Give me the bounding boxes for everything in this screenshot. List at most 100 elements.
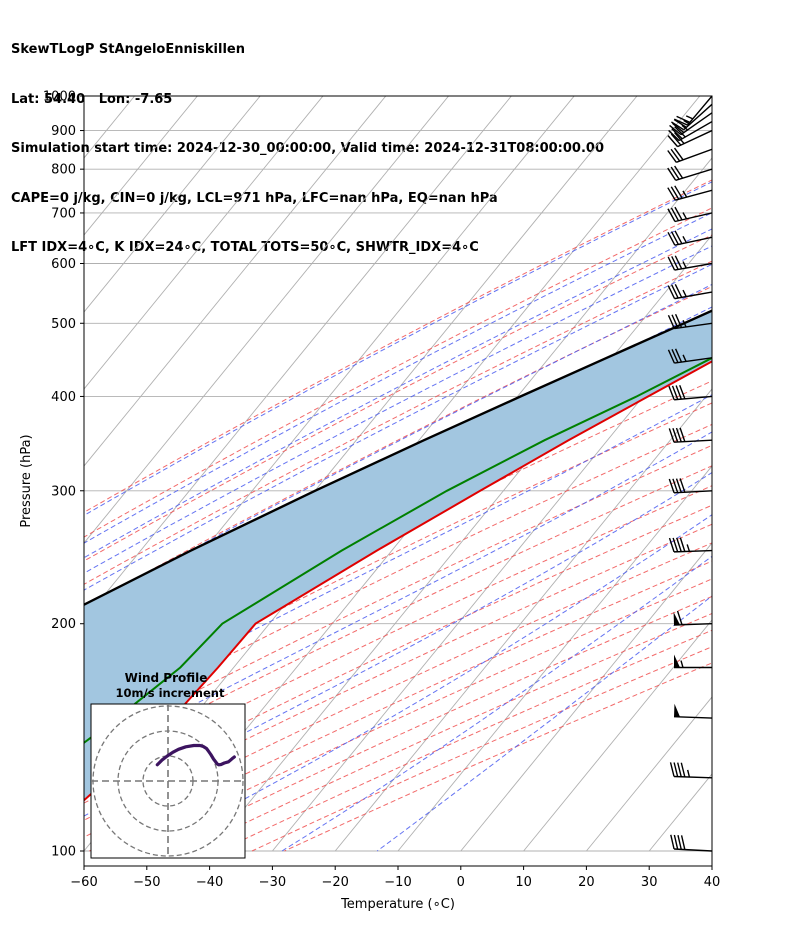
wind-barb-full bbox=[667, 349, 676, 364]
wind-barb-staff bbox=[675, 189, 712, 201]
dry-adiabat-line bbox=[84, 504, 712, 804]
wind-barb bbox=[673, 610, 712, 626]
y-tick-label: 700 bbox=[51, 206, 76, 221]
wind-barb bbox=[669, 112, 712, 136]
wind-barb-full bbox=[674, 126, 686, 138]
wind-barb bbox=[667, 348, 712, 364]
wind-barb-full bbox=[672, 537, 679, 552]
wind-barb-staff bbox=[673, 549, 712, 553]
wind-barb-full bbox=[677, 835, 682, 850]
y-tick-label: 600 bbox=[51, 257, 76, 272]
wind-barb-full bbox=[673, 118, 687, 128]
wind-barb-full bbox=[674, 255, 683, 270]
isotherm-line bbox=[397, 465, 712, 852]
wind-barb-full bbox=[670, 231, 679, 245]
wind-barb-staff bbox=[674, 395, 712, 401]
wind-barb-half bbox=[682, 235, 687, 244]
hodograph-title: Wind Profile bbox=[125, 671, 208, 685]
temperature-line bbox=[84, 360, 712, 802]
wind-barb bbox=[670, 834, 712, 852]
wind-barb-full bbox=[674, 165, 684, 179]
wind-barb-full bbox=[672, 478, 679, 493]
y-tick-label: 200 bbox=[51, 617, 76, 632]
wind-barb-full bbox=[668, 537, 675, 553]
cape-line: CAPE=0 j/kg, CIN=0 j/kg, LCL=971 hPa, LF… bbox=[11, 190, 498, 206]
moist-adiabat-line bbox=[84, 245, 712, 574]
wind-barb-staff bbox=[680, 112, 712, 136]
isotherm-line bbox=[334, 388, 712, 852]
isotherm-line bbox=[84, 96, 198, 236]
wind-barb bbox=[667, 206, 712, 223]
moist-adiabat-line bbox=[84, 471, 712, 817]
wind-barb-staff bbox=[676, 148, 712, 163]
wind-barb-half bbox=[682, 190, 688, 198]
wind-barb-staff bbox=[674, 848, 712, 852]
dry-adiabat-line bbox=[284, 662, 712, 852]
moist-adiabat-line bbox=[84, 228, 712, 559]
hodograph-trace bbox=[155, 743, 236, 767]
x-tick-label: −40 bbox=[196, 875, 223, 890]
wind-barb-full bbox=[676, 537, 682, 552]
wind-barb-full bbox=[668, 478, 675, 493]
wind-barb-full bbox=[673, 762, 679, 777]
wind-barb-full bbox=[679, 427, 686, 442]
wind-barb-full bbox=[668, 385, 675, 401]
hodograph-subtitle: 10m/s increment bbox=[116, 686, 225, 700]
x-tick-label: −20 bbox=[321, 875, 348, 890]
wind-barb-half bbox=[686, 544, 691, 552]
wind-barb-full bbox=[673, 118, 688, 126]
wind-barb-half bbox=[682, 354, 687, 362]
y-axis-label: Pressure (hPa) bbox=[19, 434, 34, 527]
isotherm-line bbox=[523, 619, 712, 852]
dry-adiabat-line bbox=[84, 402, 712, 712]
wind-barb-staff bbox=[674, 357, 712, 364]
wind-barbs bbox=[667, 96, 712, 852]
isotherm-line bbox=[586, 696, 712, 852]
wind-barb-full bbox=[672, 122, 685, 134]
wind-barb-staff bbox=[687, 96, 712, 126]
x-tick-label: −50 bbox=[133, 875, 160, 890]
wind-barb-half bbox=[682, 319, 687, 328]
cape-shading bbox=[84, 310, 712, 801]
wind-barb-full bbox=[667, 167, 677, 181]
wind-barb bbox=[667, 230, 712, 246]
wind-barb-staff bbox=[683, 103, 712, 131]
wind-barb-full bbox=[670, 207, 680, 222]
wind-barb-full bbox=[675, 427, 682, 443]
mixing-ratio-line bbox=[733, 80, 794, 264]
wind-barb-full bbox=[670, 186, 680, 200]
wind-barb-half bbox=[686, 769, 691, 778]
wind-barb-full bbox=[667, 187, 676, 201]
wind-barb-full bbox=[672, 428, 679, 443]
wind-barb-full bbox=[676, 610, 683, 625]
wind-barb-staff bbox=[678, 120, 712, 142]
wind-barb-flag bbox=[674, 703, 681, 717]
y-tick-label: 1000 bbox=[43, 90, 76, 105]
wind-barb-full bbox=[667, 150, 677, 163]
wind-barb bbox=[667, 185, 712, 201]
wind-barb-staff bbox=[674, 439, 712, 443]
x-tick-label: 40 bbox=[704, 875, 721, 890]
wind-barb-half bbox=[682, 212, 688, 220]
x-tick-label: 20 bbox=[578, 875, 595, 890]
wind-barb bbox=[667, 165, 712, 181]
wind-barb-staff bbox=[674, 322, 712, 330]
dry-adiabat-line bbox=[84, 234, 712, 562]
x-tick-label: −60 bbox=[70, 875, 97, 890]
wind-barb-full bbox=[673, 834, 679, 850]
plot-area bbox=[84, 80, 794, 852]
chart-title: SkewTLogP StAngeloEnniskillen bbox=[11, 42, 245, 57]
wind-barb-full bbox=[667, 231, 676, 246]
x-tick-label: −10 bbox=[384, 875, 411, 890]
y-tick-label: 800 bbox=[51, 163, 76, 178]
wind-barb-full bbox=[679, 384, 686, 400]
wind-barb-full bbox=[667, 135, 679, 148]
wind-barb-full bbox=[671, 349, 679, 363]
wind-barb-full bbox=[667, 208, 676, 222]
mixing-ratio-lines bbox=[733, 80, 794, 264]
wind-barb-full bbox=[680, 762, 686, 778]
x-axis-ticks: −60 −50 −40 −30 −20 −10 0 10 20 30 40 bbox=[70, 866, 720, 890]
wind-barb-full bbox=[670, 834, 675, 850]
isotherm-line bbox=[84, 96, 575, 698]
dewpoint-line bbox=[84, 356, 712, 744]
